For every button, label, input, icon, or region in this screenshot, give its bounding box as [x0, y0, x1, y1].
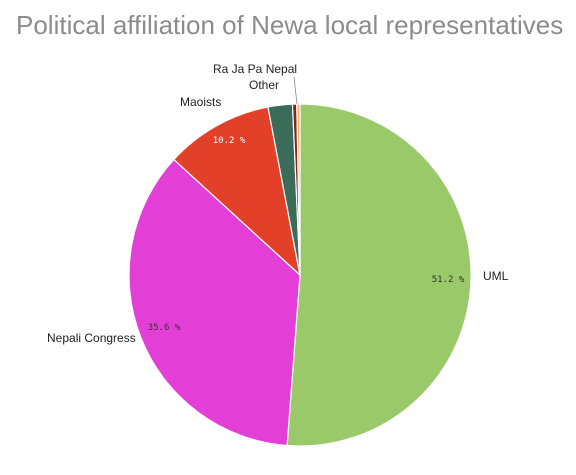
slice-label-maoists: Maoists	[180, 95, 221, 109]
slice-value-label-maoists: 10.2 %	[213, 136, 246, 146]
chart-title: Political affiliation of Newa local repr…	[16, 10, 564, 40]
slice-value-label-uml: 51.2 %	[432, 275, 465, 285]
leader-line-ra-ja-pa-nepal	[293, 76, 298, 105]
pie-slice-unlabeled-5	[296, 103, 301, 276]
slice-label-uml: UML	[483, 269, 509, 283]
slice-label-nepali-congress: Nepali Congress	[47, 331, 136, 345]
pie-slice-maoists	[173, 106, 301, 277]
slice-label-ra-ja-pa-nepal: Ra Ja Pa Nepal	[213, 62, 297, 76]
slice-label-other: Other	[249, 78, 279, 92]
pie-slice-nepali-congress	[128, 158, 301, 447]
pie-slice-uml	[286, 103, 472, 447]
slice-value-label-nepali-congress: 35.6 %	[148, 323, 181, 333]
